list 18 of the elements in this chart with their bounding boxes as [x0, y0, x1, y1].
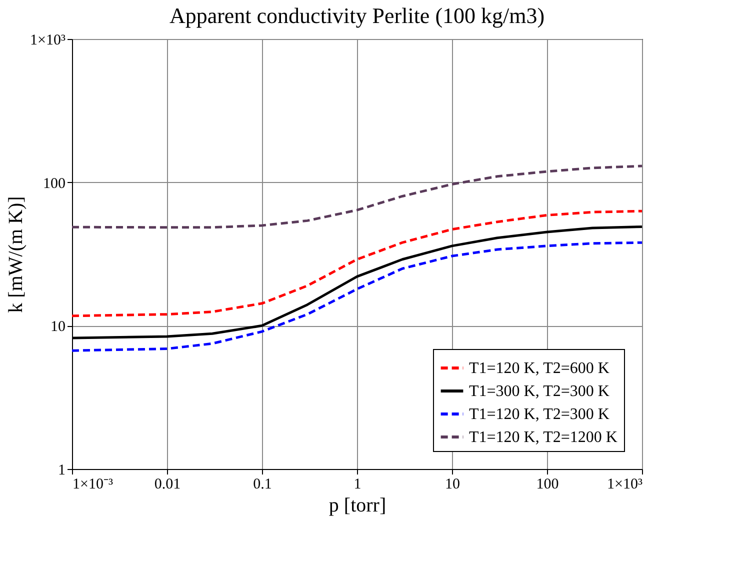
legend-label: T1=300 K, T2=300 K: [469, 383, 610, 400]
legend-label: T1=120 K, T2=600 K: [469, 360, 610, 377]
x-tick-label: 0.01: [154, 476, 181, 492]
chart-title: Apparent conductivity Perlite (100 kg/m3): [169, 3, 545, 28]
y-tick-label: 1: [58, 462, 66, 478]
x-tick-label: 0.1: [253, 476, 272, 492]
legend-label: T1=120 K, T2=1200 K: [469, 429, 618, 446]
x-tick-label: 1: [354, 476, 362, 492]
x-tick-label: 1×10⁻³: [72, 476, 114, 492]
x-axis-title: p [torr]: [328, 494, 386, 516]
x-tick-label: 10: [445, 476, 460, 492]
y-tick-label: 10: [50, 319, 66, 336]
x-tick-label: 100: [536, 476, 559, 492]
y-axis-title: k [mW/(m K)]: [5, 196, 28, 313]
y-tick-label: 1×10³: [30, 32, 66, 48]
x-tick-label: 1×10³: [607, 476, 643, 492]
y-tick-label: 100: [43, 176, 66, 192]
legend-label: T1=120 K, T2=300 K: [469, 406, 610, 423]
